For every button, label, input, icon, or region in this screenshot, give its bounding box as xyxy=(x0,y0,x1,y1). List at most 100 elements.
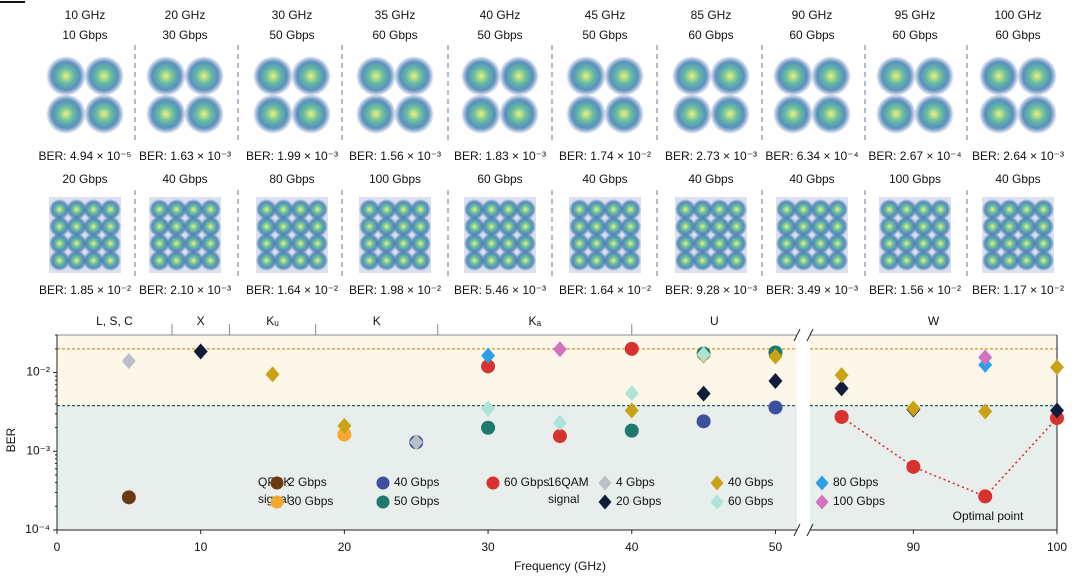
y-tick-label: 10⁻⁴ xyxy=(25,522,50,536)
band-label: W xyxy=(928,314,940,328)
symbol-cloud xyxy=(100,250,121,271)
symbol-cloud xyxy=(603,199,624,220)
rate-label: 60 Gbps xyxy=(372,28,417,42)
legend-label: 80 Gbps xyxy=(833,475,878,489)
symbol-cloud xyxy=(273,216,294,237)
symbol-cloud xyxy=(1033,216,1054,237)
constellation xyxy=(461,56,539,134)
point xyxy=(696,385,711,402)
ber-chart: L, S, C X Kᵤ K Kₐ U W 0 10 20 30 40 50 90 100 10⁻⁴ 10⁻³ 1… xyxy=(25,314,1067,554)
symbol-cloud xyxy=(200,199,221,220)
symbol-cloud xyxy=(84,56,124,96)
symbol-cloud xyxy=(410,250,431,271)
ber-label: BER: 9.28 × 10⁻³ xyxy=(665,283,757,297)
symbol-cloud xyxy=(982,216,1003,237)
constellation xyxy=(359,197,431,273)
symbol-cloud xyxy=(410,199,431,220)
point xyxy=(834,367,849,384)
symbol-cloud xyxy=(1033,233,1054,254)
symbol-cloud xyxy=(273,250,294,271)
symbol-cloud xyxy=(879,199,900,220)
symbol-cloud xyxy=(200,216,221,237)
symbol-cloud xyxy=(603,233,624,254)
ber-label: BER: 4.94 × 10⁻⁵ xyxy=(38,149,131,163)
symbol-cloud xyxy=(291,56,331,96)
symbol-cloud xyxy=(979,94,1019,134)
symbol-cloud xyxy=(913,216,934,237)
symbol-cloud xyxy=(256,233,277,254)
frequency-label: 20 GHz xyxy=(165,8,206,22)
rate-label: 40 Gbps xyxy=(162,172,207,186)
constellation xyxy=(672,56,750,134)
symbol-cloud xyxy=(604,56,644,96)
axis-break xyxy=(806,328,814,342)
symbol-cloud xyxy=(1017,56,1057,96)
symbol-cloud xyxy=(604,94,644,134)
symbol-cloud xyxy=(692,250,713,271)
legend-marker xyxy=(376,476,390,490)
symbol-cloud xyxy=(461,94,501,134)
x-tick-label: 100 xyxy=(1047,540,1067,554)
symbol-cloud xyxy=(811,94,851,134)
ber-label: BER: 2.73 × 10⁻³ xyxy=(665,149,757,163)
frequency-label: 35 GHz xyxy=(375,8,416,22)
point xyxy=(193,343,208,360)
frequency-label: 85 GHz xyxy=(691,8,732,22)
symbol-cloud xyxy=(586,216,607,237)
rate-label: 60 Gbps xyxy=(688,28,733,42)
symbol-cloud xyxy=(515,233,536,254)
symbol-cloud xyxy=(692,216,713,237)
symbol-cloud xyxy=(307,199,328,220)
constellation xyxy=(675,197,747,273)
legend-label: 2 Gbps xyxy=(288,475,327,489)
y-tick-label: 10⁻² xyxy=(26,365,50,379)
symbol-cloud xyxy=(811,56,851,96)
legend-marker xyxy=(815,494,829,510)
constellation xyxy=(256,197,328,273)
legend-label: 50 Gbps xyxy=(394,494,439,508)
symbol-cloud xyxy=(793,199,814,220)
symbol-cloud xyxy=(481,199,502,220)
frequency-label: 40 GHz xyxy=(480,8,521,22)
rate-label: 40 Gbps xyxy=(582,172,627,186)
x-axis-label: Frequency (GHz) xyxy=(514,559,606,573)
symbol-cloud xyxy=(149,216,170,237)
rate-label: 40 Gbps xyxy=(995,172,1040,186)
symbol-cloud xyxy=(166,233,187,254)
x-tick-label: 10 xyxy=(194,540,208,554)
symbol-cloud xyxy=(569,250,590,271)
point xyxy=(481,400,496,417)
point xyxy=(481,359,496,374)
symbol-cloud xyxy=(66,199,87,220)
symbol-cloud xyxy=(183,250,204,271)
legend-title: signal xyxy=(548,492,579,506)
symbol-cloud xyxy=(603,250,624,271)
symbol-cloud xyxy=(394,56,434,96)
frequency-label: 95 GHz xyxy=(895,8,936,22)
symbol-cloud xyxy=(569,216,590,237)
symbol-cloud xyxy=(464,199,485,220)
symbol-cloud xyxy=(359,250,380,271)
constellation xyxy=(569,197,641,273)
symbol-cloud xyxy=(827,199,848,220)
symbol-cloud xyxy=(46,94,86,134)
symbol-cloud xyxy=(979,56,1019,96)
symbol-cloud xyxy=(256,199,277,220)
symbol-cloud xyxy=(515,250,536,271)
x-tick-label: 20 xyxy=(338,540,352,554)
symbol-cloud xyxy=(776,216,797,237)
axis-break xyxy=(793,328,801,342)
symbol-cloud xyxy=(773,94,813,134)
point xyxy=(768,373,783,390)
point xyxy=(121,490,136,505)
symbol-cloud xyxy=(183,199,204,220)
point xyxy=(409,434,424,451)
symbol-cloud xyxy=(149,199,170,220)
symbol-cloud xyxy=(166,216,187,237)
symbol-cloud xyxy=(569,233,590,254)
point xyxy=(552,341,567,358)
symbol-cloud xyxy=(982,233,1003,254)
symbol-cloud xyxy=(498,216,519,237)
symbol-cloud xyxy=(810,233,831,254)
symbol-cloud xyxy=(166,250,187,271)
